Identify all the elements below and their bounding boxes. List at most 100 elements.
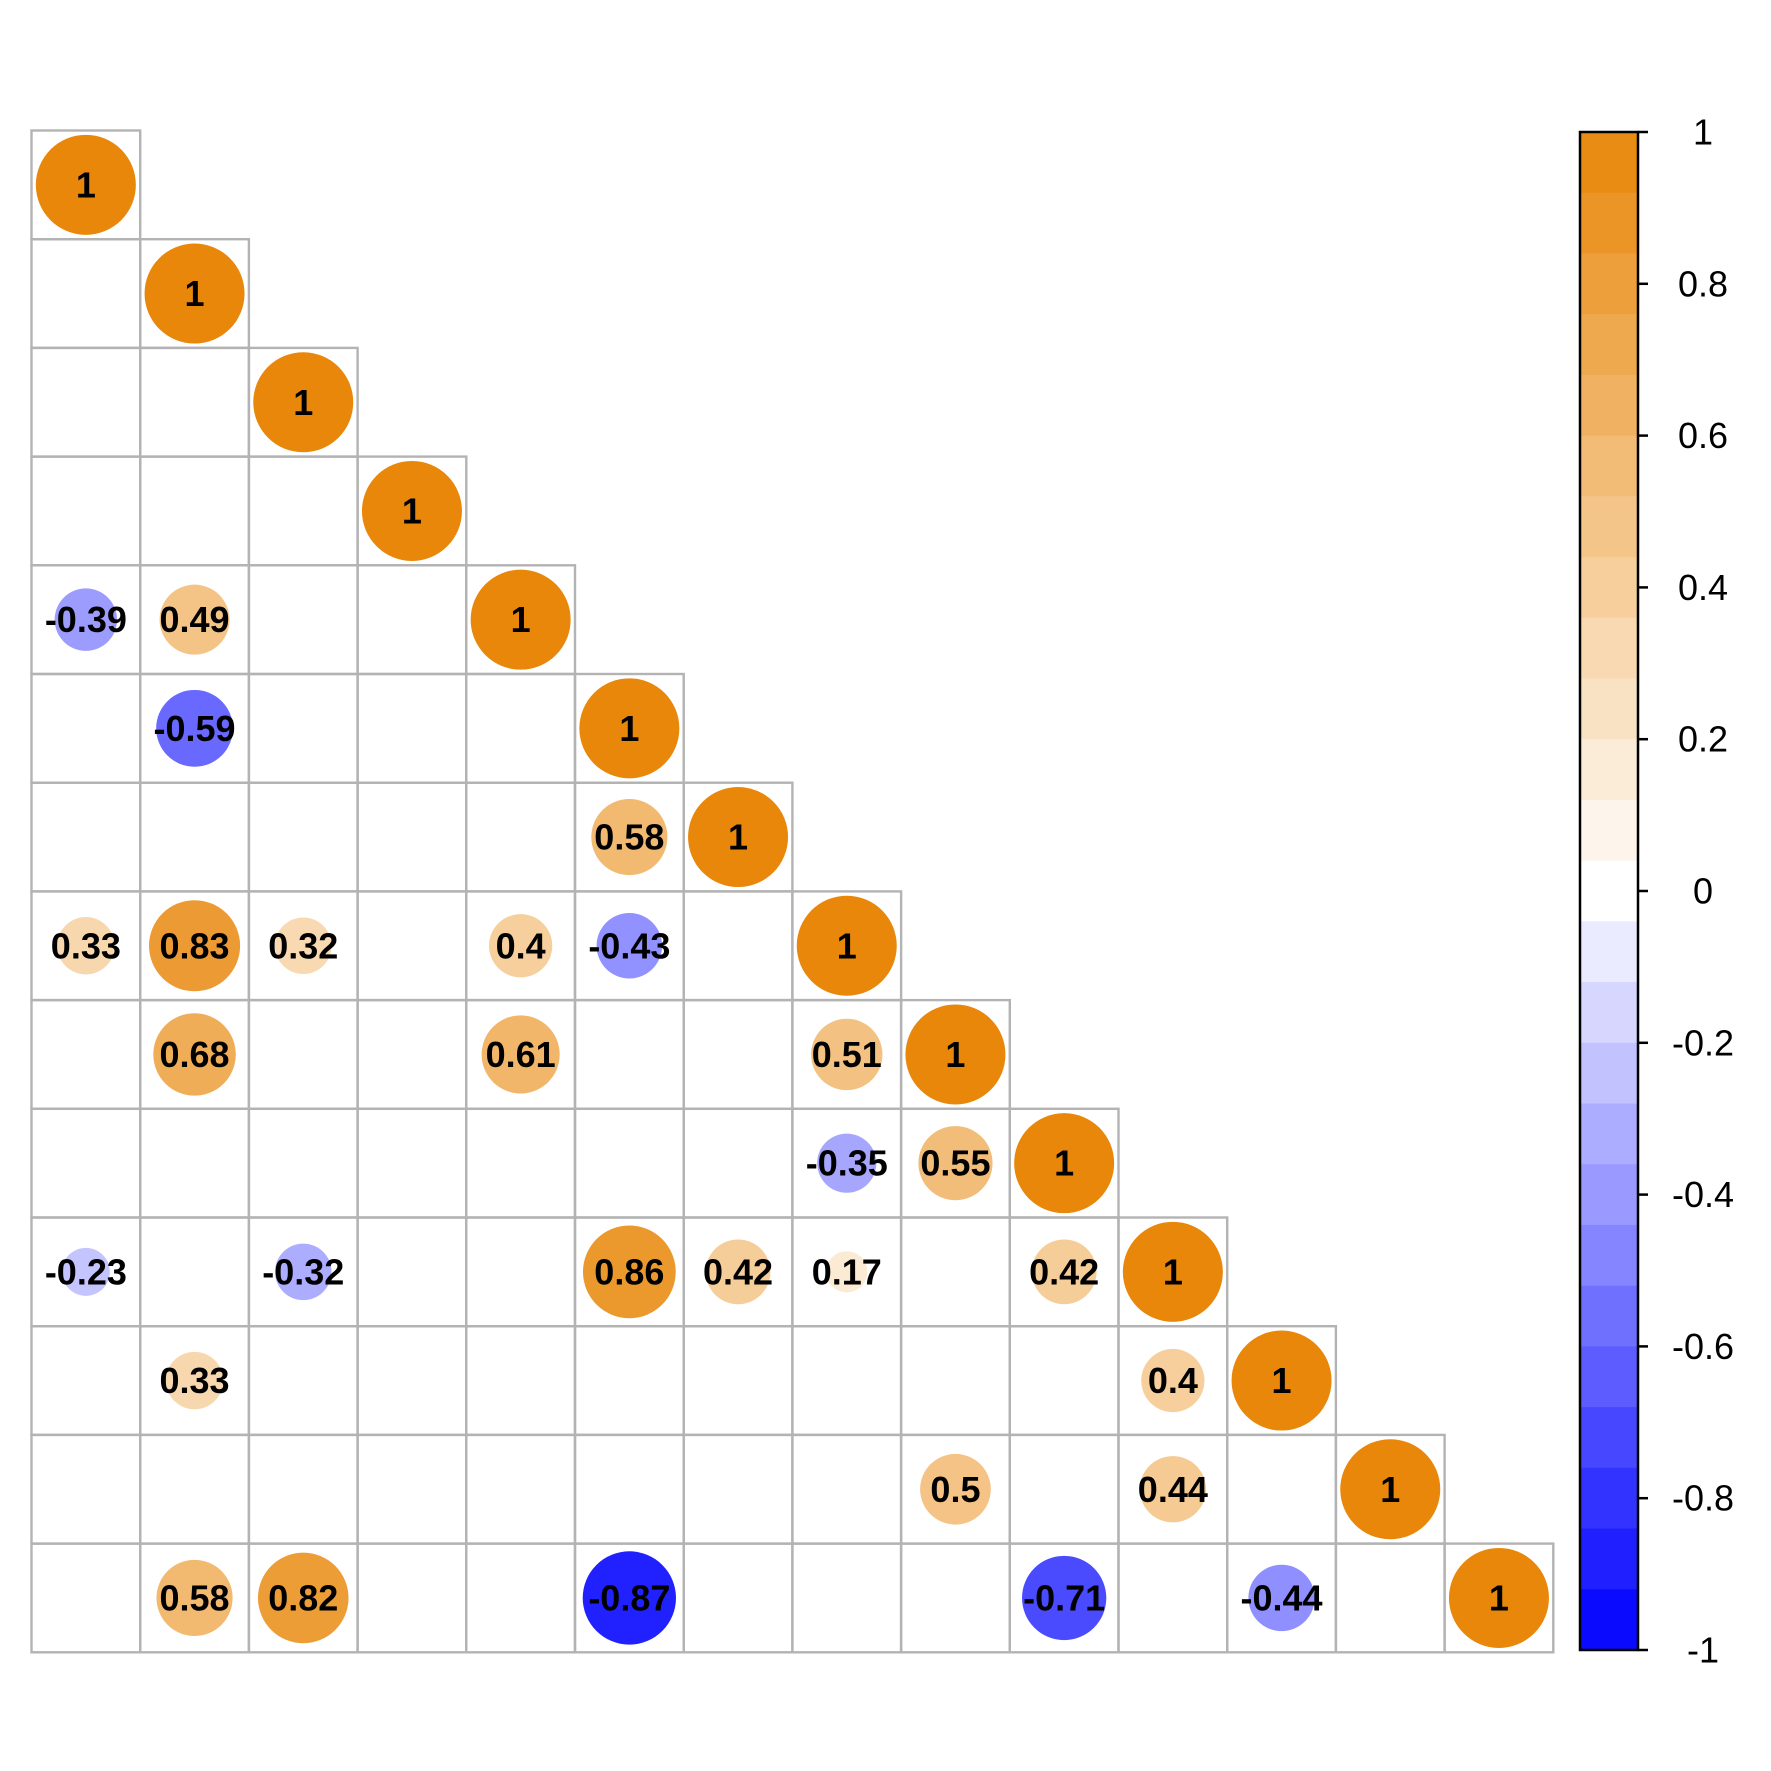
- colorbar-segment: [1580, 739, 1638, 801]
- matrix-cell-r4-c3: [356, 564, 468, 676]
- correlation-label-r7-c5: -0.43: [588, 925, 670, 966]
- colorbar-tick-label: 0.6: [1678, 415, 1728, 456]
- correlation-circle-r10-c9: [1031, 1239, 1097, 1305]
- colorbar-segment: [1580, 1285, 1638, 1347]
- colorbar-tick-label: -1: [1687, 1630, 1719, 1671]
- colorbar-segment: [1580, 617, 1638, 680]
- matrix-cell-r5-c0: [30, 672, 142, 784]
- correlation-label-r13-c1: 0.58: [160, 1577, 230, 1618]
- matrix-cell-r11-c2: [247, 1324, 359, 1437]
- correlation-label-r8-c1: 0.68: [160, 1034, 230, 1075]
- correlation-circle-r10-c0: [61, 1247, 110, 1296]
- matrix-cell-r8-c0: [30, 998, 142, 1110]
- correlation-circle-r10-c10: [1122, 1221, 1223, 1322]
- correlation-label-r5-c1: -0.59: [154, 708, 236, 749]
- matrix-cell-r13-c3: [356, 1542, 468, 1654]
- correlation-label-r1-c1: 1: [185, 273, 205, 314]
- correlation-label-r8-c7: 0.51: [812, 1034, 882, 1075]
- correlation-circle-r6-c5: [591, 798, 668, 876]
- matrix-cell-r12-c2: [247, 1433, 359, 1545]
- colorbar-segment: [1580, 1467, 1638, 1530]
- colorbar-segment: [1580, 799, 1638, 862]
- correlation-label-r13-c2: 0.82: [268, 1577, 338, 1618]
- colorbar-segment: [1580, 921, 1638, 983]
- matrix-cell-r10-c3: [356, 1216, 468, 1328]
- correlation-circle-r8-c8: [905, 1004, 1006, 1105]
- correlation-circle-r11-c1: [165, 1351, 224, 1410]
- correlation-label-r10-c2: -0.32: [262, 1251, 344, 1292]
- colorbar-segment: [1580, 1042, 1638, 1105]
- matrix-cell-r12-c5: [573, 1433, 685, 1545]
- matrix-cell-r13-c7: [791, 1542, 903, 1654]
- correlation-circle-r10-c6: [705, 1239, 771, 1305]
- correlation-label-r5-c5: 1: [619, 708, 639, 749]
- matrix-cell-r9-c1: [138, 1107, 251, 1219]
- correlation-circle-r10-c5: [582, 1225, 676, 1319]
- matrix-cell-r8-c5: [573, 998, 685, 1110]
- correlation-label-r7-c1: 0.83: [160, 925, 230, 966]
- correlation-circle-r9-c8: [918, 1126, 993, 1201]
- matrix-cell-r12-c4: [465, 1433, 577, 1545]
- colorbar-segment: [1580, 678, 1638, 740]
- correlation-label-r9-c8: 0.55: [920, 1143, 990, 1184]
- matrix-cell-r9-c2: [247, 1107, 359, 1219]
- correlation-label-r9-c9: 1: [1054, 1143, 1074, 1184]
- colorbar: 1 0.8 0.6 0.4 0.2 0 -0.2 -0.4 -0.6 -0.8 -1: [1578, 112, 1734, 1671]
- correlation-circle-r13-c5: [582, 1551, 676, 1645]
- matrix-cell-r12-c0: [30, 1433, 142, 1545]
- correlation-circle-r7-c2: [274, 917, 332, 975]
- correlation-label-r10-c5: 0.86: [594, 1251, 664, 1292]
- correlation-circle-r13-c2: [257, 1552, 349, 1644]
- correlation-label-r0-c0: 1: [76, 164, 96, 205]
- colorbar-segment: [1580, 860, 1638, 922]
- correlation-label-r8-c8: 1: [945, 1034, 965, 1075]
- matrix-cell-r13-c10: [1117, 1542, 1229, 1654]
- correlation-label-r10-c6: 0.42: [703, 1251, 773, 1292]
- matrix-cell-r3-c2: [247, 455, 359, 567]
- matrix-cell-r11-c8: [899, 1324, 1011, 1437]
- correlation-label-r3-c3: 1: [402, 490, 422, 531]
- matrix-cell-r11-c0: [30, 1324, 142, 1437]
- correlation-label-r6-c6: 1: [728, 817, 748, 858]
- correlation-circle-r1-c1: [144, 243, 245, 344]
- colorbar-tick-label: -0.6: [1672, 1326, 1734, 1367]
- matrix-cell-r8-c6: [682, 998, 794, 1110]
- correlation-circle-r10-c2: [274, 1243, 332, 1301]
- correlation-label-r11-c1: 0.33: [160, 1360, 230, 1401]
- matrix-cell-r3-c1: [138, 455, 251, 567]
- matrix-cell-r8-c3: [356, 998, 468, 1110]
- correlation-circle-r12-c10: [1139, 1456, 1207, 1523]
- matrix-cell-r13-c13: [1443, 1542, 1555, 1654]
- colorbar-tick-label: -0.2: [1672, 1022, 1734, 1063]
- matrix-cell-r7-c6: [682, 890, 794, 1002]
- correlation-label-r7-c7: 1: [837, 925, 857, 966]
- correlation-label-r6-c5: 0.58: [594, 817, 664, 858]
- correlation-label-r9-c7: -0.35: [806, 1143, 888, 1184]
- correlation-circle-r5-c1: [156, 689, 233, 767]
- correlation-circle-r12-c8: [920, 1453, 991, 1525]
- correlation-label-r7-c4: 0.4: [496, 925, 546, 966]
- colorbar-tick-label: -0.4: [1672, 1174, 1734, 1215]
- correlation-circle-r12-c12: [1340, 1439, 1441, 1540]
- correlation-label-r13-c9: -0.71: [1023, 1577, 1105, 1618]
- correlation-label-r10-c7: 0.17: [812, 1251, 882, 1292]
- matrix-cell-r7-c3: [356, 890, 468, 1002]
- correlation-label-r13-c5: -0.87: [588, 1577, 670, 1618]
- matrix-cell-r13-c0: [30, 1542, 142, 1654]
- matrix-cell-r3-c0: [30, 455, 142, 567]
- correlation-label-r4-c4: 1: [511, 599, 531, 640]
- correlation-circle-r11-c10: [1141, 1348, 1205, 1413]
- correlation-label-r11-c11: 1: [1272, 1360, 1292, 1401]
- matrix-cell-r12-c9: [1008, 1433, 1120, 1545]
- matrix-cell-r11-c4: [465, 1324, 577, 1437]
- correlation-label-r10-c9: 0.42: [1029, 1251, 1099, 1292]
- colorbar-segment: [1580, 557, 1638, 619]
- matrix-cell-r12-c6: [682, 1433, 794, 1545]
- matrix-cell-r4-c2: [247, 564, 359, 676]
- matrix-cell-r10-c1: [138, 1216, 251, 1328]
- correlation-circle-r5-c5: [579, 678, 680, 779]
- matrix-cell-r1-c0: [30, 237, 142, 350]
- colorbar-segment: [1580, 1164, 1638, 1226]
- colorbar-tick-label: -0.8: [1672, 1478, 1734, 1519]
